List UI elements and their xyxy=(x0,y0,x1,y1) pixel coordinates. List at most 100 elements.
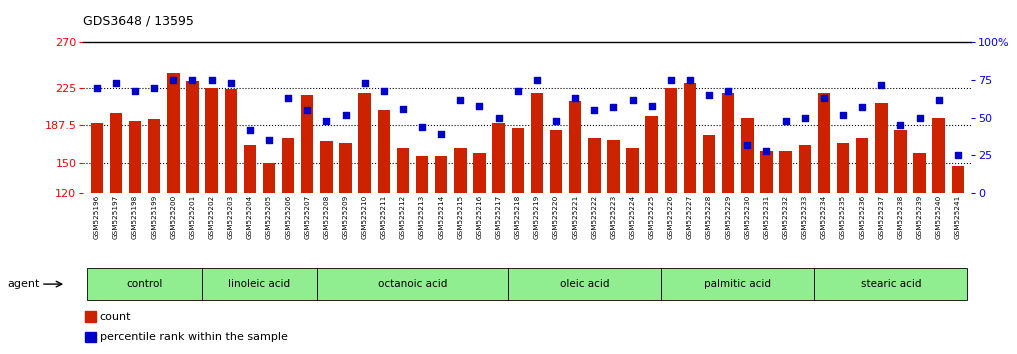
Point xyxy=(510,88,526,93)
Text: octanoic acid: octanoic acid xyxy=(378,279,447,289)
Text: GSM525214: GSM525214 xyxy=(438,195,444,239)
Bar xyxy=(779,151,792,193)
Bar xyxy=(933,118,945,193)
Point xyxy=(223,80,239,86)
Bar xyxy=(815,268,967,300)
Text: GSM525233: GSM525233 xyxy=(801,195,807,239)
Text: GSM525240: GSM525240 xyxy=(936,195,942,239)
Text: GSM525208: GSM525208 xyxy=(323,195,330,239)
Bar xyxy=(856,138,869,193)
Bar xyxy=(512,128,524,193)
Point xyxy=(586,107,602,113)
Bar xyxy=(225,88,237,193)
Point xyxy=(338,112,354,118)
Point xyxy=(165,77,181,83)
Bar xyxy=(320,141,333,193)
Text: GSM525211: GSM525211 xyxy=(380,195,386,239)
Bar xyxy=(340,143,352,193)
Point xyxy=(433,131,450,137)
Text: GSM525216: GSM525216 xyxy=(477,195,482,239)
Point xyxy=(854,104,871,110)
Bar xyxy=(167,73,180,193)
Text: GSM525221: GSM525221 xyxy=(573,195,578,239)
Point xyxy=(184,77,200,83)
Point xyxy=(777,118,793,124)
Point xyxy=(605,104,621,110)
Point xyxy=(663,77,679,83)
Point xyxy=(701,92,717,98)
Bar xyxy=(913,153,925,193)
Bar xyxy=(358,93,371,193)
Bar xyxy=(646,116,658,193)
Bar xyxy=(703,135,715,193)
Text: GSM525236: GSM525236 xyxy=(859,195,865,239)
Point xyxy=(299,107,315,113)
Text: GSM525241: GSM525241 xyxy=(955,195,961,239)
Point xyxy=(739,142,756,148)
Text: GSM525220: GSM525220 xyxy=(553,195,559,239)
Point xyxy=(318,118,335,124)
Bar xyxy=(301,95,313,193)
Point xyxy=(395,106,411,112)
Bar xyxy=(952,166,964,193)
Text: GSM525239: GSM525239 xyxy=(916,195,922,239)
Text: palmitic acid: palmitic acid xyxy=(705,279,771,289)
Bar xyxy=(377,110,391,193)
Text: GSM525228: GSM525228 xyxy=(706,195,712,239)
Point xyxy=(931,97,947,103)
Point xyxy=(796,115,813,120)
Text: GSM525213: GSM525213 xyxy=(419,195,425,239)
Text: GSM525196: GSM525196 xyxy=(94,195,100,239)
Bar xyxy=(244,145,256,193)
Point xyxy=(453,97,469,103)
Bar xyxy=(683,82,697,193)
Bar xyxy=(129,121,141,193)
Point xyxy=(892,122,908,128)
Point xyxy=(950,153,966,158)
Text: stearic acid: stearic acid xyxy=(860,279,921,289)
Text: GSM525209: GSM525209 xyxy=(343,195,349,239)
Text: GSM525238: GSM525238 xyxy=(897,195,903,239)
Point xyxy=(490,115,506,120)
Point xyxy=(471,103,487,108)
Text: GSM525203: GSM525203 xyxy=(228,195,234,239)
Bar xyxy=(894,130,907,193)
Text: GSM525207: GSM525207 xyxy=(304,195,310,239)
Text: percentile rank within the sample: percentile rank within the sample xyxy=(100,332,288,342)
Text: agent: agent xyxy=(7,279,40,289)
Text: GSM525212: GSM525212 xyxy=(400,195,406,239)
Bar xyxy=(798,145,811,193)
Bar xyxy=(508,268,661,300)
Text: GSM525198: GSM525198 xyxy=(132,195,138,239)
Point xyxy=(108,80,124,86)
Bar xyxy=(492,123,504,193)
Text: GSM525230: GSM525230 xyxy=(744,195,751,239)
Bar xyxy=(147,119,161,193)
Point xyxy=(644,103,660,108)
Text: GSM525224: GSM525224 xyxy=(630,195,636,239)
Point xyxy=(261,137,278,143)
Bar xyxy=(818,93,830,193)
Text: GSM525223: GSM525223 xyxy=(610,195,616,239)
Point xyxy=(874,82,890,87)
Point xyxy=(567,95,584,101)
Text: linoleic acid: linoleic acid xyxy=(229,279,291,289)
Bar xyxy=(664,88,677,193)
Text: GSM525202: GSM525202 xyxy=(208,195,215,239)
Text: GSM525219: GSM525219 xyxy=(534,195,540,239)
Bar xyxy=(661,268,815,300)
Bar xyxy=(741,118,754,193)
Text: GSM525235: GSM525235 xyxy=(840,195,846,239)
Text: GSM525201: GSM525201 xyxy=(189,195,195,239)
Point xyxy=(529,77,545,83)
Bar xyxy=(531,93,543,193)
Point xyxy=(548,118,564,124)
Point xyxy=(759,148,775,154)
Bar xyxy=(87,268,202,300)
Bar xyxy=(473,153,486,193)
Bar xyxy=(317,268,508,300)
Bar xyxy=(205,88,218,193)
Bar xyxy=(875,103,888,193)
Text: GSM525217: GSM525217 xyxy=(495,195,501,239)
Point xyxy=(203,77,220,83)
